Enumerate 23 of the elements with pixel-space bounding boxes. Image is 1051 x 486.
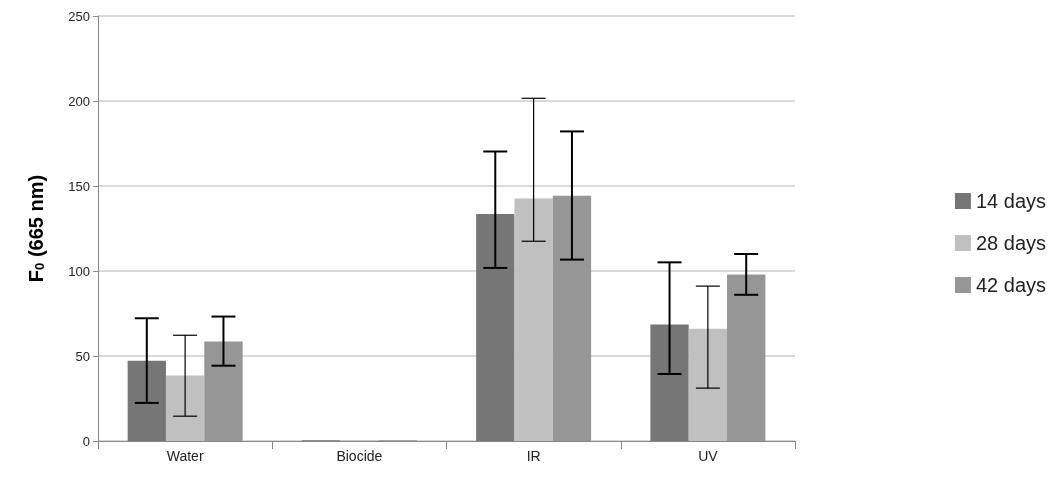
legend-label: 42 days: [975, 274, 1047, 296]
bar: [127, 360, 166, 441]
y-tick-label: 250: [68, 8, 90, 24]
legend-label: 14 days: [975, 190, 1047, 212]
y-axis-title: F0 (665 nm): [24, 174, 47, 283]
x-tick-label: IR: [526, 448, 541, 464]
bar: [514, 198, 553, 441]
bar: [727, 274, 766, 441]
bar: [650, 324, 689, 441]
y-tick-label: 200: [68, 93, 90, 109]
y-tick-label: 150: [68, 178, 90, 194]
bar: [204, 341, 243, 441]
x-tick-label: UV: [698, 448, 719, 464]
y-tick-label: 50: [75, 348, 90, 364]
y-tick-label: 100: [68, 263, 90, 279]
bar: [688, 328, 728, 441]
x-tick-label: Water: [166, 448, 204, 464]
y-tick-label: 0: [82, 433, 90, 449]
bar: [552, 195, 592, 441]
x-tick-label: Biocide: [336, 448, 383, 464]
bar: [165, 375, 205, 441]
bar: [476, 214, 515, 441]
legend-label: 28 days: [975, 232, 1047, 254]
